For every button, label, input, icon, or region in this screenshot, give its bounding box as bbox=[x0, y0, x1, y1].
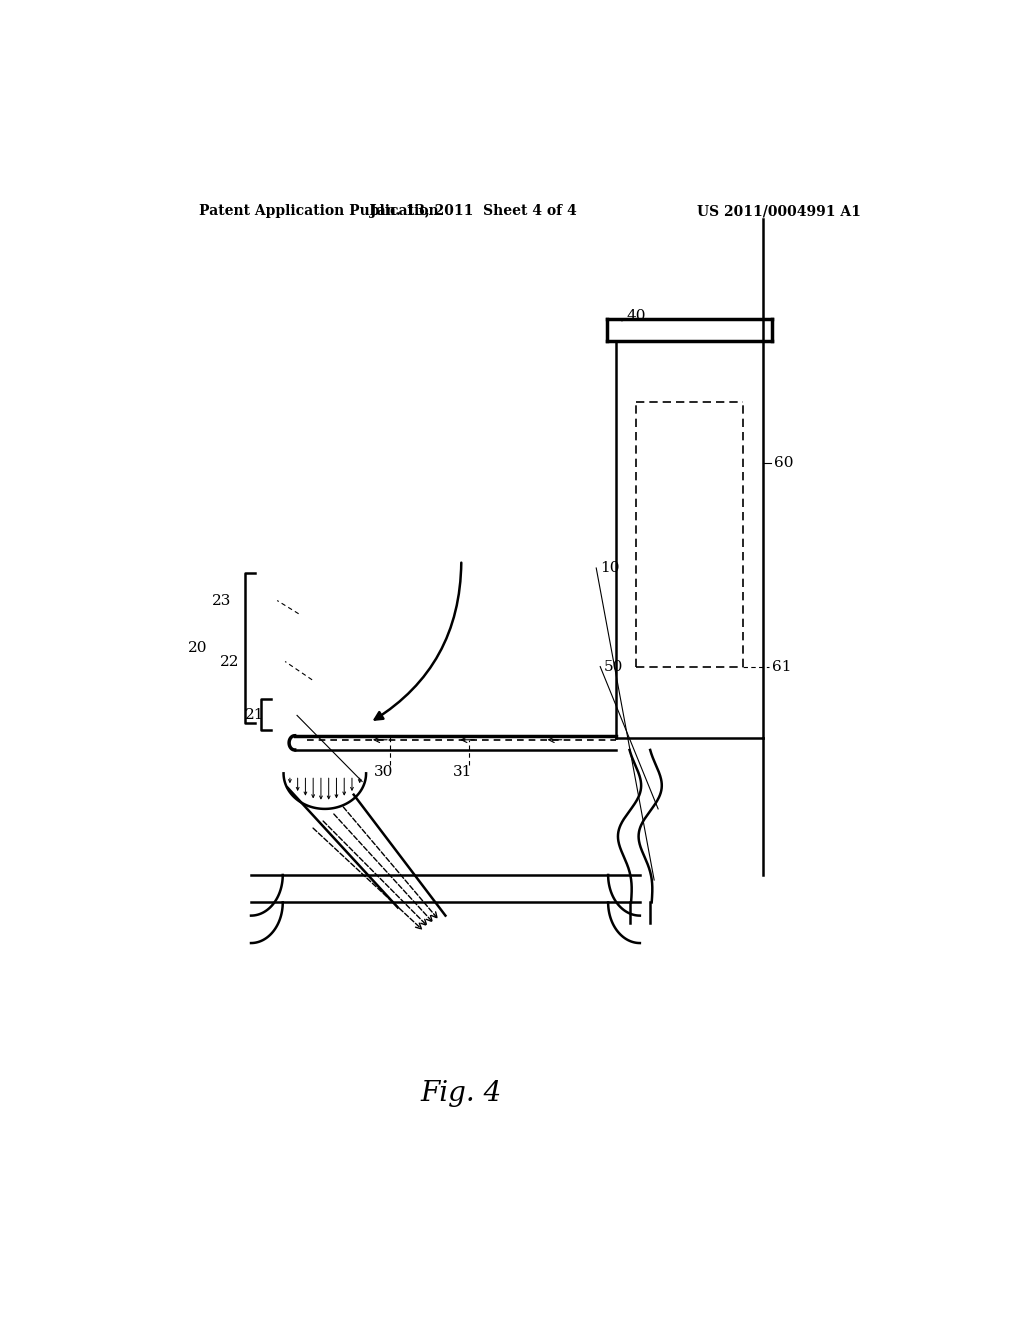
Text: Fig. 4: Fig. 4 bbox=[421, 1080, 502, 1107]
Text: 61: 61 bbox=[772, 660, 792, 673]
Text: 21: 21 bbox=[245, 709, 264, 722]
Text: 31: 31 bbox=[454, 766, 473, 779]
FancyArrowPatch shape bbox=[375, 562, 461, 719]
Text: 23: 23 bbox=[212, 594, 231, 607]
Text: 22: 22 bbox=[219, 655, 240, 668]
Text: Patent Application Publication: Patent Application Publication bbox=[200, 205, 439, 218]
Text: 60: 60 bbox=[774, 457, 794, 470]
Text: 40: 40 bbox=[627, 309, 646, 323]
Text: Jan. 13, 2011  Sheet 4 of 4: Jan. 13, 2011 Sheet 4 of 4 bbox=[370, 205, 577, 218]
Text: 20: 20 bbox=[187, 642, 207, 655]
Text: US 2011/0004991 A1: US 2011/0004991 A1 bbox=[696, 205, 861, 218]
Text: 50: 50 bbox=[604, 660, 624, 673]
Text: 30: 30 bbox=[374, 766, 393, 779]
Text: 10: 10 bbox=[600, 561, 620, 576]
